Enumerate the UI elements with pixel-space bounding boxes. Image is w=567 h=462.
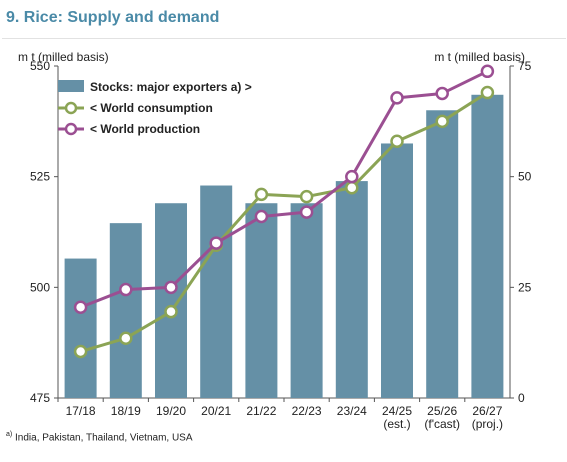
right-tick-label: 0 [518,391,525,405]
right-axis-title: m t (milled basis) [434,50,525,64]
consumption-point [119,331,133,345]
left-tick-label: 500 [30,280,50,294]
consumption-line [80,91,489,353]
production-point [164,280,178,295]
footnote-text: India, Pakistan, Thailand, Vietnam, USA [15,432,193,444]
consumption-point [345,180,359,195]
production-point [73,300,88,315]
stocks-bar [381,143,413,398]
consumption-point [254,187,269,202]
right-tick-label: 50 [518,170,532,184]
footnote: a) India, Pakistan, Thailand, Vietnam, U… [6,431,193,443]
right-tick-label: 75 [518,59,532,73]
x-tick-label: 23/24 [337,404,367,418]
legend-stocks-label: Stocks: major exporters a) > [90,80,252,94]
x-tick-label: (f'cast) [424,417,460,431]
production-point [254,209,269,224]
footnote-marker: a) [6,431,13,438]
stocks-bar [200,185,233,398]
stocks-bar [335,181,368,398]
stocks-bar [426,110,459,399]
legend-consumption-label: < World consumption [90,101,213,115]
production-line [80,69,489,309]
legend-consumption-marker [64,101,78,115]
consumption-point [299,189,314,204]
consumption-point [73,344,88,359]
legend-production-marker [64,122,78,136]
x-tick-label: 22/23 [292,404,322,418]
stocks-bar [64,258,97,398]
left-tick-label: 550 [30,59,50,73]
x-tick-label: 21/22 [246,404,276,418]
production-point [345,169,359,184]
consumption-point [164,304,178,319]
production-point [209,236,223,250]
left-tick-label: 525 [30,170,50,184]
legend-production-label: < World production [90,122,200,136]
x-tick-label: 20/21 [201,404,231,418]
x-tick-label: 24/25 [382,404,412,418]
production-point [435,86,449,101]
consumption-point [480,85,495,100]
chart-title: 9. Rice: Supply and demand [6,9,220,26]
x-tick-label: 17/18 [66,404,96,418]
stocks-bar [155,203,187,398]
left-tick-label: 475 [30,391,50,405]
x-tick-label: 25/26 [427,404,457,418]
consumption-point [390,134,404,149]
x-tick-label: (est.) [383,417,410,431]
stocks-bar [290,203,323,398]
left-axis-title: m t (milled basis) [18,50,109,64]
x-tick-label: 18/19 [111,404,141,418]
production-point [480,64,495,79]
stocks-bar [109,223,142,398]
production-point [390,91,404,105]
stocks-bar [245,203,278,398]
production-point [119,282,133,297]
legend-stocks-swatch [58,80,84,92]
stocks-bar [471,94,504,399]
production-point [299,205,314,219]
x-tick-label: (proj.) [472,417,503,431]
consumption-point [435,114,449,129]
x-tick-label: 19/20 [156,404,186,418]
x-tick-label: 26/27 [472,404,502,418]
right-tick-label: 25 [518,280,532,294]
